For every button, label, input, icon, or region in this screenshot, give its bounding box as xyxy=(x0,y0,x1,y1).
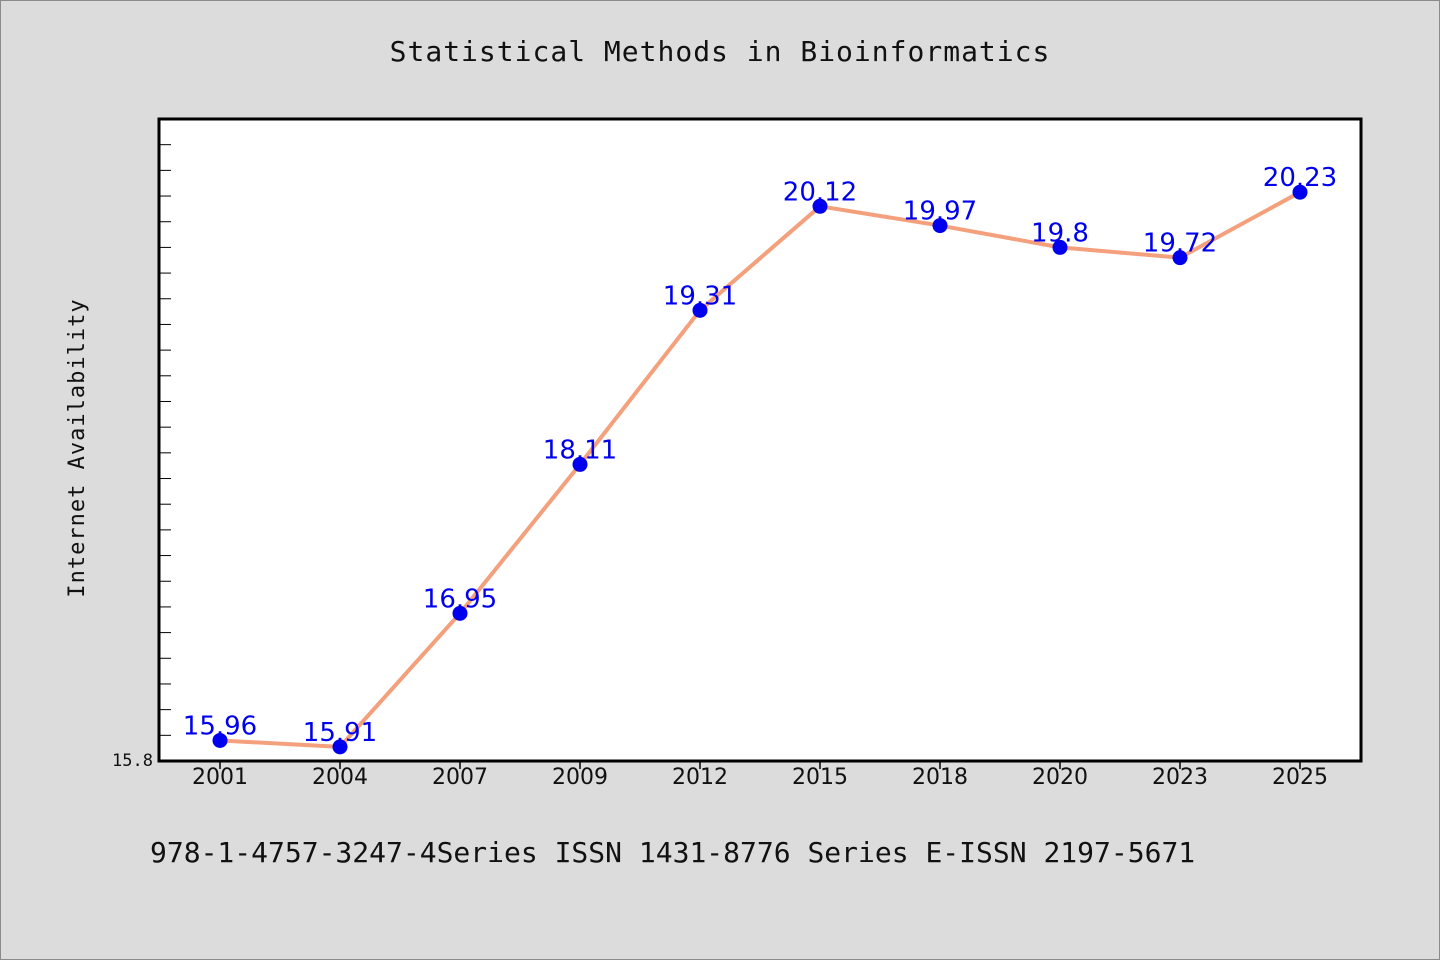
x-tick-label: 2004 xyxy=(312,765,368,790)
x-tick-label: 2025 xyxy=(1272,765,1328,790)
footer-isbn-issn: 978-1-4757-3247-4Series ISSN 1431-8776 S… xyxy=(150,836,1195,869)
x-axis-ticks: 2001 2004 2007 2009 2012 2015 2018 2020 2023 2025 xyxy=(192,761,1328,790)
data-point xyxy=(932,218,948,234)
data-label: 20.23 xyxy=(1263,163,1337,193)
data-point xyxy=(212,732,228,748)
data-point xyxy=(1172,250,1188,266)
data-label: 19.97 xyxy=(903,197,977,227)
data-point xyxy=(332,739,348,755)
data-point xyxy=(812,198,828,214)
chart-title: Statistical Methods in Bioinformatics xyxy=(390,35,1051,68)
y-tick-label-min: 15.8 xyxy=(112,751,153,771)
data-point xyxy=(1052,239,1068,255)
data-point xyxy=(572,456,588,472)
x-tick-label: 2018 xyxy=(912,765,968,790)
x-tick-label: 2020 xyxy=(1032,765,1088,790)
data-point xyxy=(1292,184,1308,200)
series-line xyxy=(219,190,1301,749)
x-tick-label: 2012 xyxy=(672,765,728,790)
data-label: 18.11 xyxy=(543,435,617,465)
data-label: 19.8 xyxy=(1031,218,1089,248)
x-tick-label: 2015 xyxy=(792,765,848,790)
y-axis-ticks xyxy=(159,118,171,762)
data-label: 20.12 xyxy=(783,177,857,207)
x-tick-label: 2007 xyxy=(432,765,488,790)
y-axis-label: Internet Availability xyxy=(65,298,90,597)
series-layer: 15.96 15.91 16.95 18.11 19.31 20.12 19.97 19.8 1… xyxy=(183,163,1337,755)
data-point xyxy=(452,605,468,621)
plot-area xyxy=(157,117,1363,763)
data-label: 16.95 xyxy=(423,584,497,614)
data-label: 15.91 xyxy=(303,718,377,748)
data-label: 19.31 xyxy=(663,281,737,311)
x-tick-label: 2009 xyxy=(552,765,608,790)
data-label: 15.96 xyxy=(183,711,257,741)
x-tick-label: 2023 xyxy=(1152,765,1208,790)
data-label: 19.72 xyxy=(1143,229,1217,259)
data-point xyxy=(692,302,708,318)
x-tick-label: 2001 xyxy=(192,765,248,790)
